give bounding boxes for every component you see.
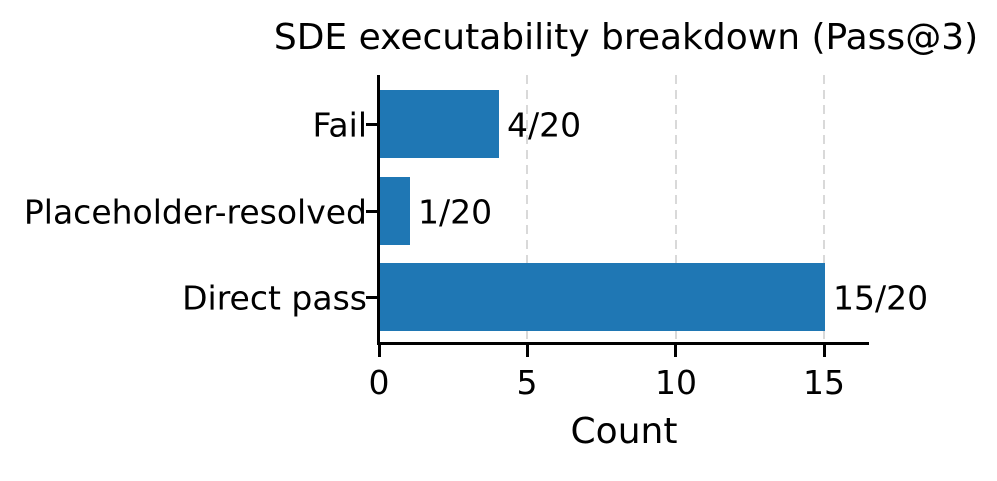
y-tick-label-fail: Fail: [312, 105, 367, 145]
bar-value-label-placeholder-resolved: 1/20: [418, 192, 493, 232]
gridline: [823, 75, 825, 343]
x-axis-label: Count: [570, 411, 678, 452]
x-tick-label: 10: [655, 363, 697, 402]
bar-direct-pass: [380, 263, 825, 331]
chart-title: SDE executability breakdown (Pass@3): [273, 17, 979, 58]
y-tick-label-placeholder-resolved: Placeholder-resolved: [23, 192, 367, 232]
y-axis-line: [377, 75, 380, 345]
gridline: [526, 75, 528, 343]
y-tick-fail: [366, 123, 378, 126]
y-tick-label-direct-pass: Direct pass: [182, 278, 367, 318]
bar-value-label-fail: 4/20: [507, 105, 582, 145]
x-tick-label: 5: [516, 363, 538, 402]
bar-placeholder-resolved: [380, 177, 410, 245]
x-tick: [526, 344, 529, 357]
x-tick: [378, 344, 381, 357]
bar-value-label-direct-pass: 15/20: [833, 278, 929, 318]
x-tick-label: 15: [803, 363, 845, 402]
y-tick-direct-pass: [366, 296, 378, 299]
x-tick-label: 0: [368, 363, 390, 402]
bar-fail: [380, 90, 499, 158]
gridline: [675, 75, 677, 343]
x-axis-line: [377, 342, 869, 345]
y-tick-placeholder-resolved: [366, 210, 378, 213]
x-tick: [674, 344, 677, 357]
x-tick: [823, 344, 826, 357]
